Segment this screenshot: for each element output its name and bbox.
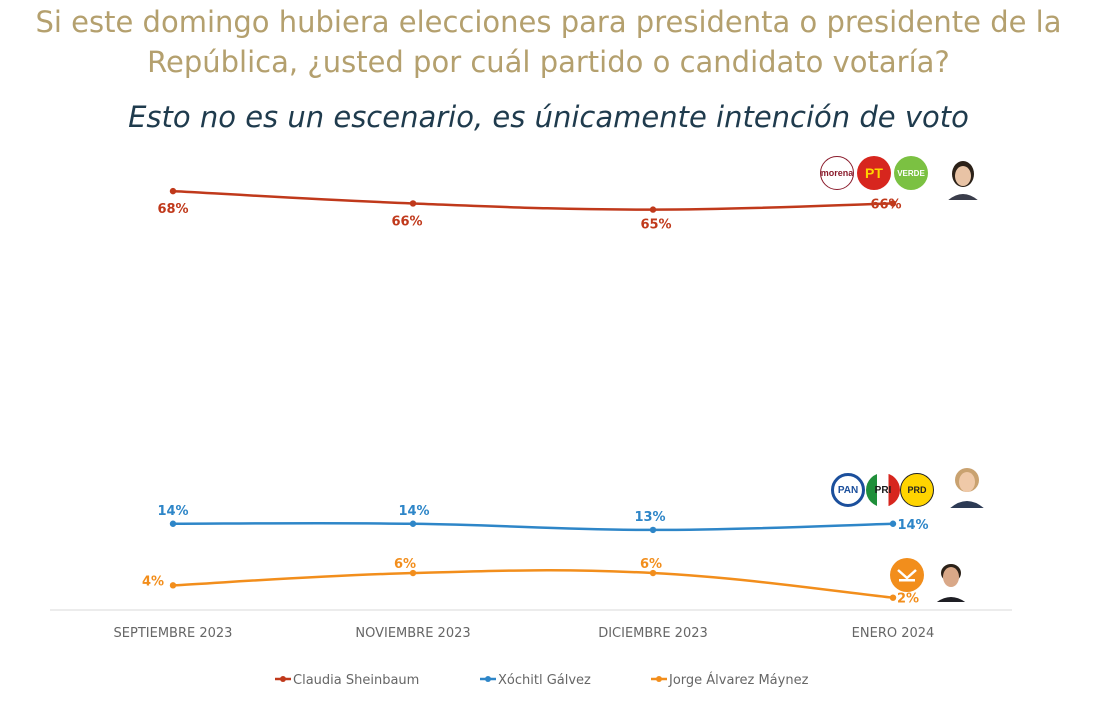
data-label-xochitl-galvez: 14% (398, 504, 429, 519)
data-label-jorge-alvarez-maynez: 2% (897, 592, 919, 607)
data-label-claudia-sheinbaum: 65% (640, 218, 671, 233)
data-label-xochitl-galvez: 13% (634, 510, 665, 525)
xochitl-galvez-avatar (944, 464, 990, 508)
data-label-jorge-alvarez-maynez: 6% (394, 557, 416, 572)
x-tick-label: SEPTIEMBRE 2023 (114, 626, 233, 641)
claudia-sheinbaum-avatar (940, 156, 986, 200)
verde-logo: VERDE (894, 156, 928, 190)
data-point-xochitl-galvez (409, 520, 417, 527)
x-tick-label: DICIEMBRE 2023 (598, 626, 708, 641)
data-label-claudia-sheinbaum: 66% (870, 197, 901, 212)
data-point-xochitl-galvez (169, 520, 177, 527)
legend-marker-xochitl-galvez (485, 676, 491, 682)
prd-logo: PRD (900, 473, 934, 507)
pt-logo: PT (857, 156, 891, 190)
data-point-jorge-alvarez-maynez (889, 594, 897, 601)
data-point-claudia-sheinbaum (649, 206, 657, 213)
x-tick-label: ENERO 2024 (852, 626, 935, 641)
data-point-claudia-sheinbaum (409, 200, 417, 207)
legend-label-jorge-alvarez-maynez: Jorge Álvarez Máynez (668, 672, 809, 688)
data-label-jorge-alvarez-maynez: 6% (640, 557, 662, 572)
data-label-xochitl-galvez: 14% (157, 504, 188, 519)
data-label-claudia-sheinbaum: 66% (391, 214, 422, 229)
jorge-alvarez-maynez-avatar (928, 558, 974, 602)
movimiento-ciudadano-logo (890, 558, 924, 592)
data-point-xochitl-galvez (889, 520, 897, 527)
morena-logo: morena (820, 156, 854, 190)
legend-marker-jorge-alvarez-maynez (656, 676, 662, 682)
chart-subtitle: Esto no es un escenario, es únicamente i… (128, 100, 969, 134)
series-line-claudia-sheinbaum (172, 189, 894, 211)
x-tick-label: NOVIEMBRE 2023 (355, 626, 470, 641)
legend-label-xochitl-galvez: Xóchitl Gálvez (498, 673, 591, 688)
data-point-jorge-alvarez-maynez (169, 582, 177, 589)
data-label-claudia-sheinbaum: 68% (157, 202, 188, 217)
data-label-jorge-alvarez-maynez: 4% (142, 574, 164, 589)
data-point-jorge-alvarez-maynez (649, 569, 657, 577)
data-point-claudia-sheinbaum (169, 187, 177, 195)
data-point-xochitl-galvez (649, 526, 657, 534)
data-point-jorge-alvarez-maynez (409, 569, 417, 577)
chart-title: Si este domingo hubiera elecciones para … (35, 5, 1062, 79)
legend-marker-claudia-sheinbaum (280, 676, 286, 682)
legend-label-claudia-sheinbaum: Claudia Sheinbaum (293, 673, 419, 688)
pan-logo: PAN (831, 473, 865, 507)
data-label-xochitl-galvez: 14% (897, 518, 928, 533)
data-point-claudia-sheinbaum (889, 200, 897, 207)
series-line-jorge-alvarez-maynez (172, 568, 894, 599)
series-line-xochitl-galvez (172, 521, 894, 532)
pri-logo: PRI (866, 473, 900, 507)
